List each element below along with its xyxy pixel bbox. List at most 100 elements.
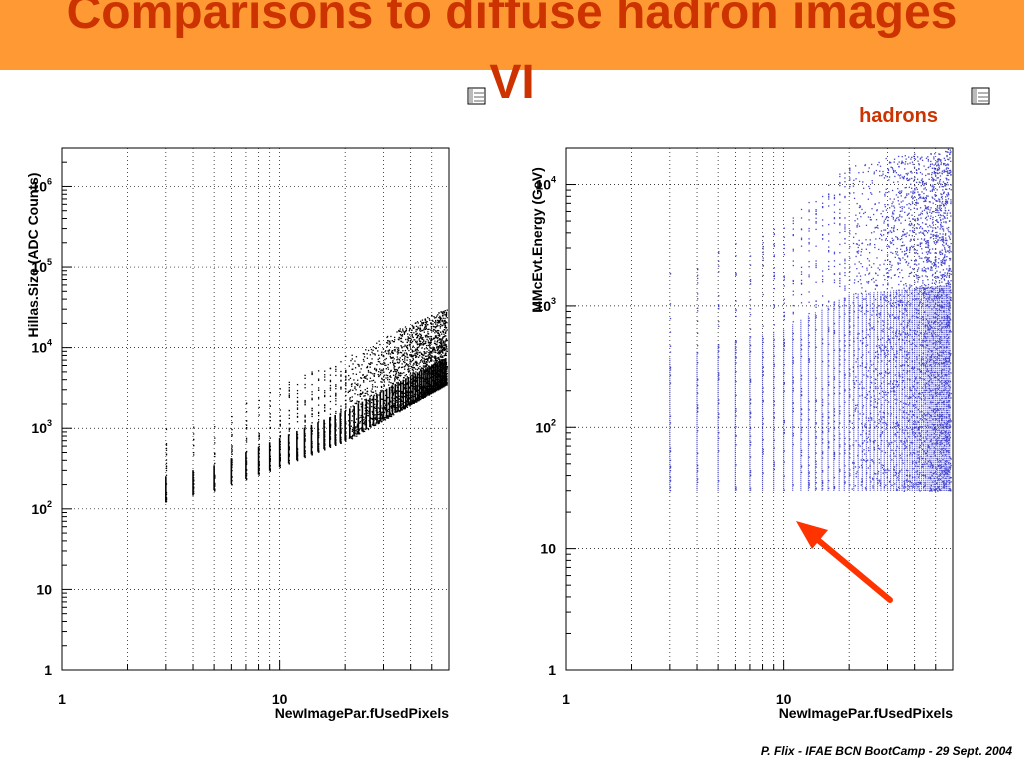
scatter-point: [858, 172, 860, 174]
scatter-point: [718, 346, 720, 348]
scatter-point: [422, 397, 425, 399]
scatter-point: [899, 310, 901, 313]
scatter-point: [401, 396, 404, 399]
scatter-point: [439, 351, 441, 353]
scatter-point: [849, 192, 851, 195]
scatter-point: [352, 435, 354, 437]
scatter-point: [304, 414, 306, 416]
scatter-point: [878, 422, 880, 425]
scatter-point: [877, 356, 879, 359]
scatter-point: [800, 387, 803, 390]
scatter-point: [808, 219, 810, 221]
scatter-point: [428, 349, 430, 351]
scatter-point: [410, 348, 412, 350]
scatter-point: [279, 394, 281, 396]
scatter-point: [369, 366, 371, 368]
scatter-point: [345, 369, 347, 372]
scatter-point: [885, 372, 887, 374]
scatter-point: [423, 348, 426, 350]
scatter-point: [884, 352, 886, 354]
scatter-point: [867, 170, 870, 173]
scatter-point: [348, 414, 350, 416]
scatter-point: [354, 367, 357, 369]
scatter-point: [404, 349, 407, 352]
scatter-point: [445, 352, 447, 354]
scatter-point: [867, 417, 870, 419]
scatter-point: [369, 363, 371, 366]
scatter-point: [406, 346, 408, 348]
scatter-point: [870, 396, 872, 398]
scatter-point: [877, 470, 880, 473]
scatter-point: [815, 488, 817, 490]
scatter-point: [792, 222, 794, 225]
panel-box-icon[interactable]: [467, 87, 486, 105]
scatter-point: [324, 376, 326, 378]
scatter-point: [884, 195, 886, 197]
scatter-point: [893, 354, 896, 356]
scatter-point: [397, 358, 399, 360]
scatter-point: [844, 449, 846, 452]
scatter-point: [311, 413, 313, 415]
scatter-point: [324, 374, 326, 376]
scatter-point: [808, 320, 810, 322]
scatter-point: [411, 384, 413, 387]
scatter-point: [441, 325, 443, 327]
scatter-point: [385, 417, 387, 419]
scatter-point: [749, 456, 752, 458]
scatter-point: [408, 371, 410, 373]
scatter-point: [870, 266, 873, 268]
scatter-point: [399, 337, 401, 340]
scatter-point: [869, 412, 872, 415]
scatter-point: [898, 166, 900, 168]
scatter-point: [317, 404, 320, 406]
scatter-point: [304, 374, 306, 377]
scatter-point: [897, 163, 899, 165]
scatter-point: [888, 162, 891, 164]
scatter-point: [360, 377, 363, 379]
scatter-point: [402, 408, 405, 410]
scatter-point: [347, 391, 349, 394]
scatter-point: [369, 377, 372, 379]
scatter-point: [749, 412, 752, 415]
scatter-point: [859, 206, 862, 208]
scatter-point: [430, 367, 432, 369]
scatter-point: [886, 216, 888, 218]
scatter-point: [828, 265, 830, 267]
scatter-point: [379, 368, 381, 370]
scatter-point: [860, 481, 863, 483]
scatter-point: [385, 374, 387, 376]
scatter-point: [444, 325, 447, 327]
scatter-point: [441, 348, 444, 351]
scatter-point: [882, 411, 884, 414]
scatter-point: [411, 351, 414, 353]
scatter-point: [406, 333, 409, 335]
scatter-point: [839, 212, 841, 214]
scatter-point: [891, 337, 894, 339]
scatter-point: [386, 345, 388, 348]
scatter-point: [380, 354, 383, 356]
panel-box-icon[interactable]: [971, 87, 990, 105]
scatter-point: [887, 445, 890, 447]
scatter-point: [879, 420, 881, 423]
scatter-point: [364, 417, 366, 419]
scatter-point: [800, 302, 803, 304]
scatter-point: [442, 317, 444, 319]
scatter-point: [896, 422, 898, 424]
scatter-point: [859, 395, 861, 397]
scatter-point: [889, 360, 891, 362]
scatter-point: [849, 339, 851, 341]
scatter-point: [889, 230, 892, 232]
scatter-point: [416, 351, 418, 354]
scatter-point: [828, 233, 830, 235]
scatter-point: [360, 416, 362, 419]
scatter-point: [815, 209, 817, 211]
scatter-point: [839, 277, 841, 280]
scatter-point: [442, 322, 445, 324]
scatter-point: [773, 404, 775, 406]
scatter-point: [860, 262, 862, 265]
scatter-point: [409, 374, 411, 376]
scatter-point: [440, 342, 442, 344]
scatter-point: [897, 423, 899, 426]
scatter-point: [438, 341, 440, 344]
